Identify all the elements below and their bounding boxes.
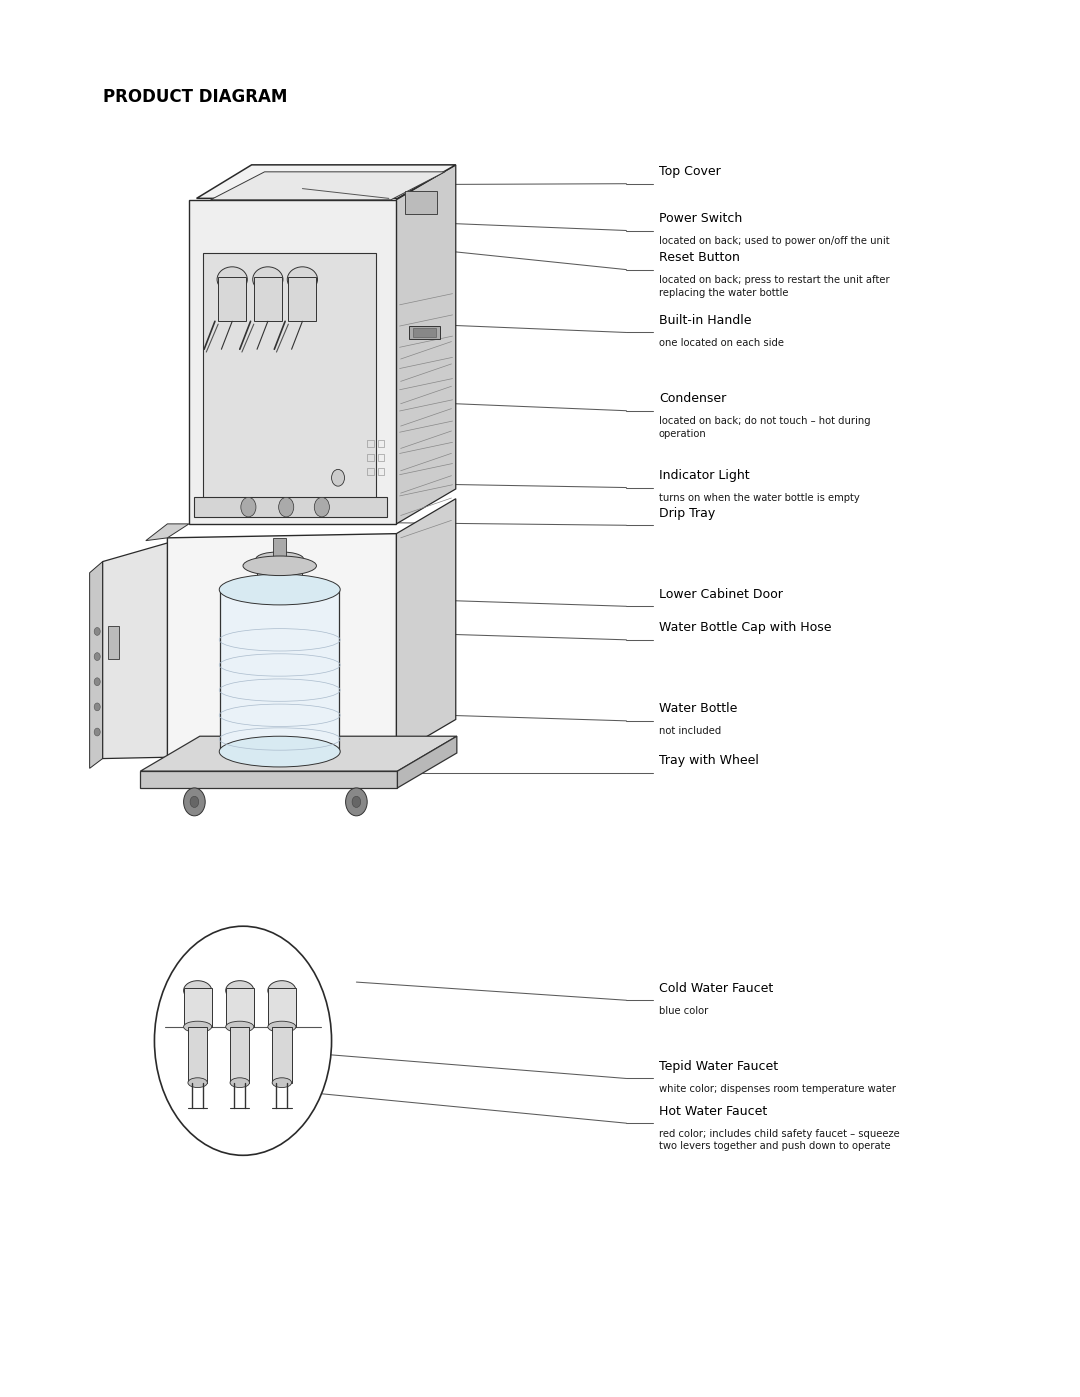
Text: Lower Cabinet Door: Lower Cabinet Door xyxy=(659,588,783,601)
Circle shape xyxy=(184,788,205,816)
Text: PRODUCT DIAGRAM: PRODUCT DIAGRAM xyxy=(103,88,287,106)
Text: Water Bottle Cap with Hose: Water Bottle Cap with Hose xyxy=(659,622,832,634)
Polygon shape xyxy=(140,736,457,771)
Bar xyxy=(230,1027,249,1083)
Circle shape xyxy=(314,497,329,517)
Bar xyxy=(194,497,387,517)
Bar xyxy=(226,988,254,1027)
Text: Condenser: Condenser xyxy=(659,393,726,405)
Ellipse shape xyxy=(184,1021,212,1032)
Polygon shape xyxy=(211,172,445,200)
Ellipse shape xyxy=(219,736,340,767)
Circle shape xyxy=(94,703,100,711)
Circle shape xyxy=(154,926,332,1155)
Bar xyxy=(184,988,212,1027)
Text: Water Bottle: Water Bottle xyxy=(659,703,738,715)
Ellipse shape xyxy=(188,1078,207,1087)
Circle shape xyxy=(241,497,256,517)
Ellipse shape xyxy=(268,1021,296,1032)
Text: white color; dispenses room temperature water: white color; dispenses room temperature … xyxy=(659,1084,895,1094)
Ellipse shape xyxy=(184,981,212,1000)
Polygon shape xyxy=(140,771,397,788)
Text: Reset Button: Reset Button xyxy=(659,251,740,264)
Bar xyxy=(203,253,376,511)
Ellipse shape xyxy=(219,574,340,605)
Bar xyxy=(367,440,374,447)
Ellipse shape xyxy=(226,1021,254,1032)
Bar xyxy=(272,1027,292,1083)
Text: Indicator Light: Indicator Light xyxy=(659,469,750,482)
Bar xyxy=(268,988,296,1027)
Text: located on back; used to power on/off the unit: located on back; used to power on/off th… xyxy=(659,236,890,246)
Ellipse shape xyxy=(243,556,316,576)
Circle shape xyxy=(332,469,345,486)
Bar xyxy=(378,454,384,461)
Polygon shape xyxy=(396,499,456,754)
Bar xyxy=(188,1027,207,1083)
Text: blue color: blue color xyxy=(659,1006,708,1016)
Circle shape xyxy=(346,788,367,816)
Polygon shape xyxy=(197,165,456,198)
Text: not included: not included xyxy=(659,726,721,736)
Ellipse shape xyxy=(226,981,254,1000)
Circle shape xyxy=(94,678,100,686)
Polygon shape xyxy=(257,559,302,587)
Text: turns on when the water bottle is empty: turns on when the water bottle is empty xyxy=(659,493,860,503)
Circle shape xyxy=(94,728,100,736)
Bar xyxy=(378,440,384,447)
Polygon shape xyxy=(103,542,171,759)
Ellipse shape xyxy=(253,267,283,292)
Circle shape xyxy=(94,652,100,661)
Polygon shape xyxy=(146,524,189,541)
Text: Hot Water Faucet: Hot Water Faucet xyxy=(659,1105,767,1118)
Polygon shape xyxy=(220,587,339,590)
Ellipse shape xyxy=(268,981,296,1000)
Text: Tray with Wheel: Tray with Wheel xyxy=(659,754,758,767)
Bar xyxy=(409,326,440,339)
Ellipse shape xyxy=(217,267,247,292)
Bar xyxy=(254,277,282,321)
Text: Top Cover: Top Cover xyxy=(659,165,720,177)
Polygon shape xyxy=(167,534,396,757)
Ellipse shape xyxy=(287,267,318,292)
Text: Drip Tray: Drip Tray xyxy=(659,507,715,520)
Circle shape xyxy=(279,497,294,517)
Text: located on back; do not touch – hot during
operation: located on back; do not touch – hot duri… xyxy=(659,416,870,439)
Polygon shape xyxy=(397,736,457,788)
Bar xyxy=(218,277,246,321)
Polygon shape xyxy=(189,200,396,524)
Bar xyxy=(405,191,437,214)
Circle shape xyxy=(94,627,100,636)
Text: one located on each side: one located on each side xyxy=(659,338,784,348)
Text: Tepid Water Faucet: Tepid Water Faucet xyxy=(659,1060,778,1073)
Polygon shape xyxy=(220,590,339,752)
Bar xyxy=(273,538,286,559)
Bar xyxy=(413,328,436,337)
Text: Cold Water Faucet: Cold Water Faucet xyxy=(659,982,773,995)
Text: Power Switch: Power Switch xyxy=(659,212,742,225)
Text: Built-in Handle: Built-in Handle xyxy=(659,314,752,327)
Polygon shape xyxy=(396,165,456,524)
Polygon shape xyxy=(90,562,103,768)
Ellipse shape xyxy=(272,1078,292,1087)
Ellipse shape xyxy=(230,1078,249,1087)
Bar xyxy=(108,626,119,659)
Bar xyxy=(378,468,384,475)
Bar xyxy=(367,454,374,461)
Bar xyxy=(367,468,374,475)
Text: red color; includes child safety faucet – squeeze
two levers together and push d: red color; includes child safety faucet … xyxy=(659,1129,900,1151)
Circle shape xyxy=(352,796,361,807)
Ellipse shape xyxy=(256,552,303,566)
Bar xyxy=(288,277,316,321)
Text: located on back; press to restart the unit after
replacing the water bottle: located on back; press to restart the un… xyxy=(659,275,890,298)
Circle shape xyxy=(190,796,199,807)
